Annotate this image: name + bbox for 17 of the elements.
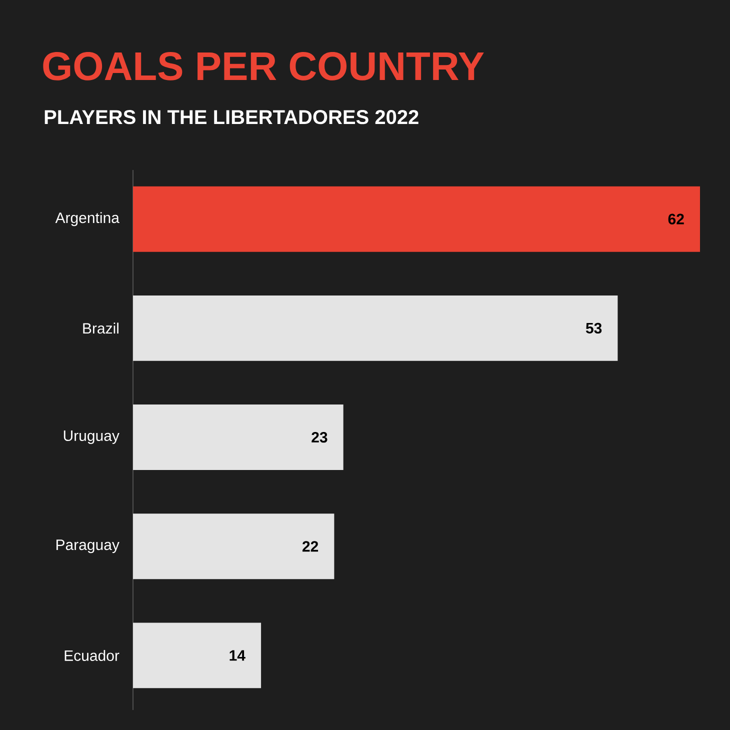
- data-label: 62: [668, 214, 684, 224]
- data-label: 14: [230, 650, 246, 661]
- data-label: 22: [302, 541, 318, 552]
- bar: [133, 514, 334, 580]
- y-tick-label: Argentina: [55, 212, 120, 226]
- bar: [133, 622, 262, 688]
- y-tick-label: Ecuador: [64, 650, 120, 661]
- data-label: 23: [312, 432, 328, 443]
- data-label: 53: [586, 322, 602, 334]
- chart-subtitle: PLAYERS IN THE LIBERTADORES 2022: [44, 110, 418, 124]
- y-tick-label: Paraguay: [56, 540, 120, 554]
- bar: [133, 404, 344, 470]
- y-tick-label: Uruguay: [64, 430, 120, 444]
- bar: [133, 295, 618, 361]
- y-tick-label: Brazil: [83, 322, 118, 334]
- bar: [133, 186, 700, 252]
- chart-title: GOALS PER COUNTRY: [43, 52, 484, 80]
